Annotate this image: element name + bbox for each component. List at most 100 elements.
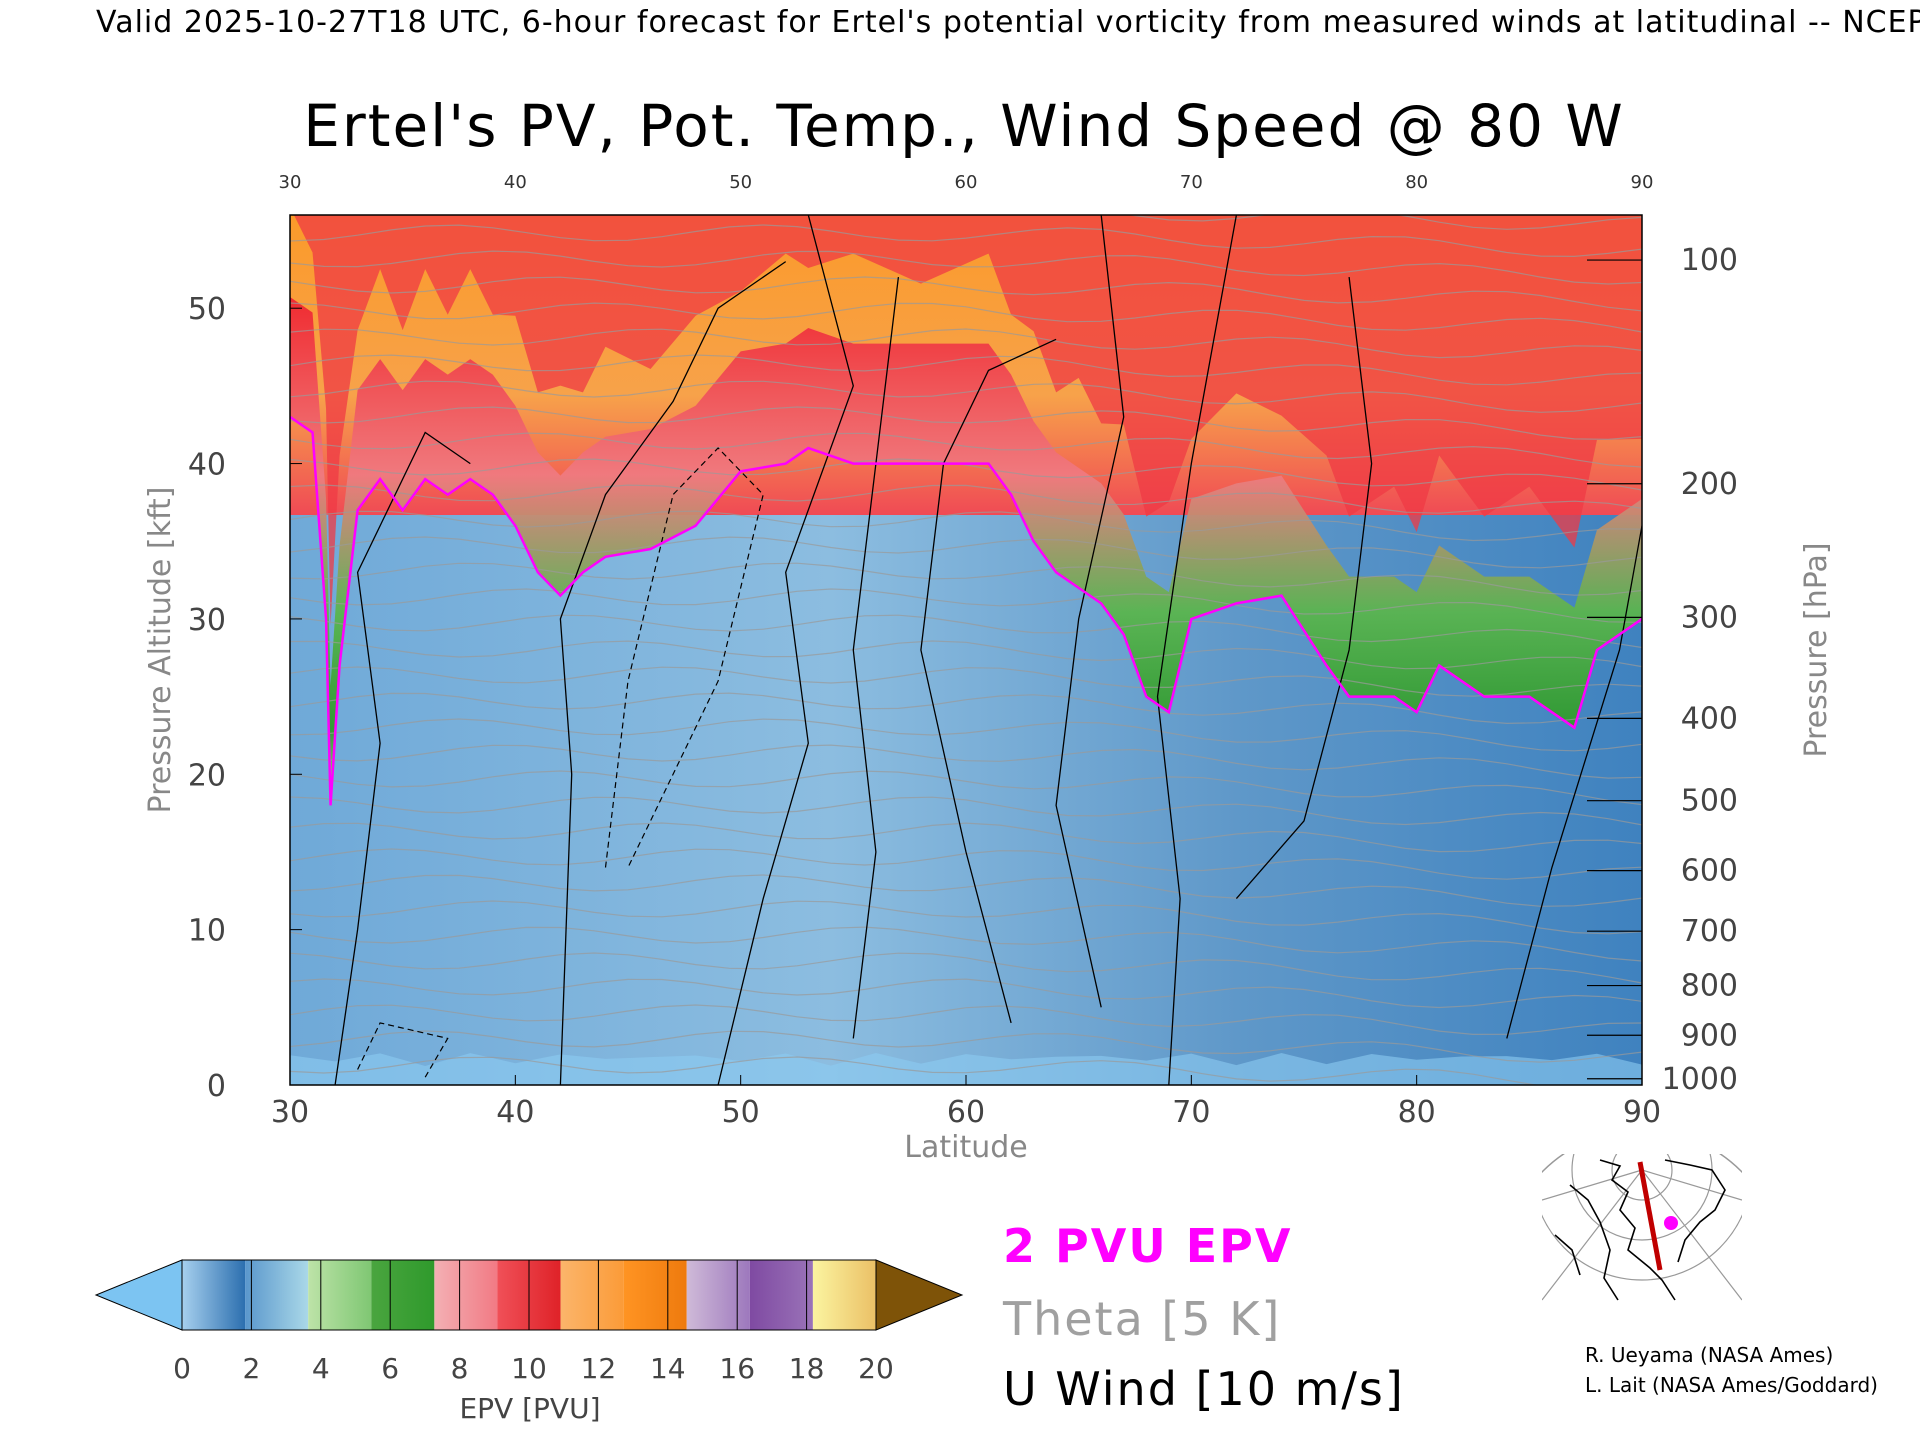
wind-contour-line [1235,277,1373,900]
wind-contour-line [1506,525,1642,1039]
x-top-tick-label: 60 [955,172,978,193]
theta-contour-line [290,562,1642,596]
colorbar-segment [371,1260,435,1330]
pressure-tick-label: 600 [1681,854,1738,889]
theta-contour-line [290,952,1642,984]
wind-contour-line [1055,215,1125,1008]
near-surface-light-band [290,1053,1642,1085]
x-top-tick-label: 80 [1405,172,1428,193]
y-axis-label: Pressure Altitude [kft] [143,487,178,814]
wind-contour-easterly [604,447,764,868]
x-ticks-bottom: 30 40 50 60 70 80 90 [271,1075,1661,1130]
y-tick-label: 10 [188,914,226,949]
epv-colorbar: 0 2 4 6 8 10 12 14 16 18 20 [94,1259,964,1385]
theta-contour-line [290,276,1642,312]
colorbar-segment [434,1260,498,1330]
legend-theta: Theta [5 K] [1002,1292,1281,1346]
colorbar-tick-label: 12 [581,1352,617,1385]
y-ticks-right: 100 200 300 400 500 600 700 800 900 1000 [1587,243,1738,1097]
pvu-2-contour [290,415,1642,806]
x-tick-label: 90 [1623,1095,1661,1130]
y2-axis-label: Pressure [hPa] [1799,542,1834,757]
theta-contour-line [290,302,1642,333]
wind-contour-line [334,431,471,1085]
theta-contour-line [290,224,1642,258]
colorbar-tick-label: 20 [858,1352,894,1385]
pressure-tick-label: 1000 [1662,1062,1738,1097]
theta-contour-line [290,1030,1642,1063]
colorbar-segment [623,1260,687,1330]
theta-contour-line [290,978,1642,1009]
pressure-tick-label: 100 [1681,243,1738,278]
theta-contour-line [290,718,1642,752]
x-ticks-top: 30 40 50 60 70 80 90 [279,172,1654,193]
x-axis-label: Latitude [904,1130,1027,1165]
x-tick-label: 30 [271,1095,309,1130]
wind-contour-line [920,338,1057,1024]
theta-contour-line [290,614,1642,649]
valid-time-header: Valid 2025-10-27T18 UTC, 6-hour forecast… [96,5,1920,40]
colorbar-segment [245,1260,309,1330]
theta-contour-line [290,588,1642,623]
pressure-tick-label: 700 [1681,914,1738,949]
theta-contour-line [290,900,1642,935]
theta-contour-line [290,432,1642,468]
theta-contour-line [290,484,1642,514]
x-top-tick-label: 30 [279,172,302,193]
colorbar-segment [308,1260,372,1330]
theta-contour-line [290,744,1642,779]
theta-contour-line [290,354,1642,386]
credit-line-1: R. Ueyama (NASA Ames) [1585,1343,1833,1367]
theta-contour-line [290,874,1642,907]
theta-contour-line [290,328,1642,359]
colorbar-tick-label: 8 [451,1352,469,1385]
colorbar-tick-label: 16 [719,1352,755,1385]
theta-contour-line [290,822,1642,853]
colorbar-tick-label: 10 [511,1352,547,1385]
theta-contour-line [290,926,1642,962]
location-inset-map [1542,1154,1742,1304]
theta-contour-line [290,666,1642,697]
y-tick-label: 40 [188,448,226,483]
y-tick-label: 0 [207,1069,226,1104]
wind-contour-line [717,215,854,1085]
y-tick-label: 50 [188,292,226,327]
pressure-tick-label: 300 [1681,600,1738,635]
x-tick-label: 40 [496,1095,534,1130]
x-top-tick-label: 90 [1631,172,1654,193]
credit-line-2: L. Lait (NASA Ames/Goddard) [1585,1373,1878,1397]
x-top-tick-label: 70 [1180,172,1203,193]
x-top-tick-label: 40 [504,172,527,193]
colorbar-label: EPV [PVU] [459,1392,600,1425]
colorbar-tick-label: 4 [312,1352,330,1385]
plot-area [290,215,1642,1085]
colorbar-tick-label: 0 [173,1352,191,1385]
theta-contour-line [290,380,1642,413]
pressure-tick-label: 800 [1681,969,1738,1004]
colorbar-tick-label: 6 [381,1352,399,1385]
legend-pvu: 2 PVU EPV [1003,1219,1292,1273]
colorbar-segment [182,1260,246,1330]
x-tick-label: 80 [1398,1095,1436,1130]
pressure-tick-label: 500 [1681,784,1738,819]
wind-contour-easterly [357,1022,449,1078]
theta-contour-line [290,536,1642,569]
theta-contour-line [290,458,1642,491]
x-top-tick-label: 50 [729,172,752,193]
pressure-tick-label: 400 [1681,701,1738,736]
y-tick-label: 30 [188,603,226,638]
colorbar-segment [749,1260,813,1330]
tropopause-band [290,296,1642,806]
colorbar-above-arrow [875,1259,964,1331]
pressure-tick-label: 900 [1681,1018,1738,1053]
stratosphere-red-zone [290,215,1642,626]
wind-contour-line [559,261,787,1085]
colorbar-segment [560,1260,624,1330]
colorbar-tick-label: 18 [789,1352,825,1385]
pressure-tick-label: 200 [1681,467,1738,502]
theta-contour-line [545,215,1642,230]
x-tick-label: 70 [1172,1095,1210,1130]
theta-contour-line [290,640,1642,670]
legend-wind: U Wind [10 m/s] [1003,1362,1405,1416]
